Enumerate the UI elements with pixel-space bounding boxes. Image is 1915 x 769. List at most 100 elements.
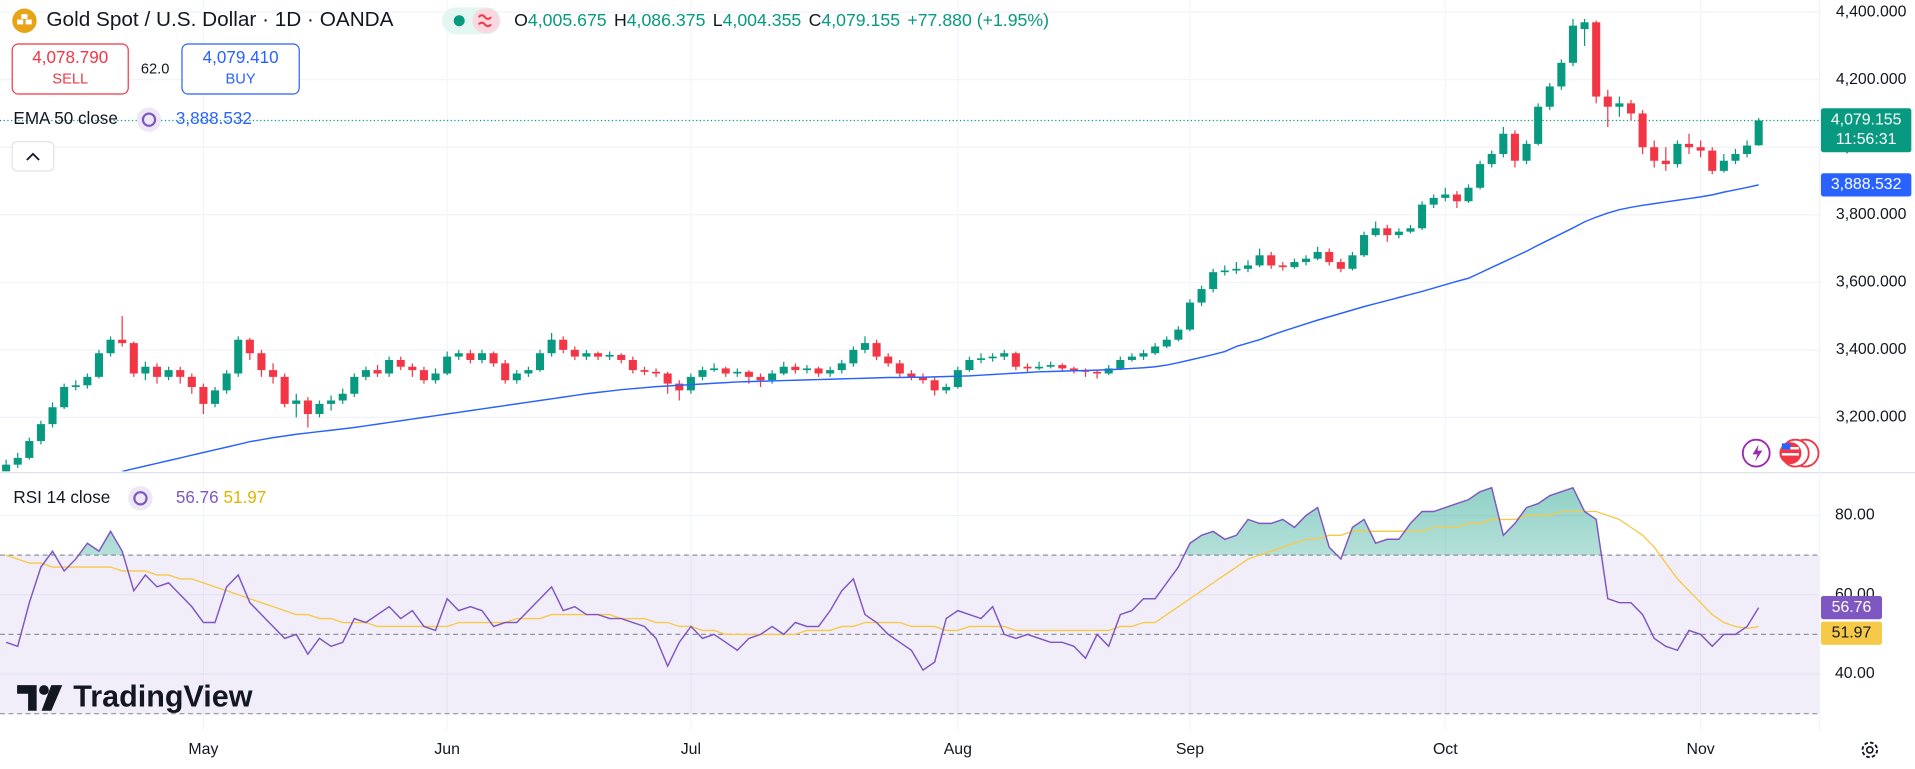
- candle-body: [524, 370, 533, 374]
- candle-body: [1499, 133, 1508, 154]
- candle-body: [1185, 302, 1194, 330]
- candle-body: [1011, 353, 1020, 367]
- y-tick-label: 3,200.000: [1836, 409, 1907, 426]
- candle-body: [1336, 262, 1345, 269]
- candle-body: [431, 373, 440, 381]
- candle-body: [1151, 346, 1160, 354]
- candle-body: [1603, 96, 1612, 107]
- ema-legend-value: 3,888.532: [176, 109, 252, 128]
- event-icons[interactable]: [1741, 438, 1820, 468]
- candle-body: [907, 373, 916, 377]
- candle-body: [269, 370, 278, 377]
- candle-body: [199, 386, 208, 404]
- candle-body: [94, 353, 103, 377]
- candle-body: [1441, 194, 1450, 198]
- candle-body: [512, 373, 521, 381]
- candle-body: [988, 356, 997, 359]
- candle-body: [1545, 86, 1554, 107]
- sell-button[interactable]: 4,078.790 SELL: [11, 43, 129, 95]
- candle-body: [1232, 268, 1241, 271]
- candle-body: [1069, 368, 1078, 371]
- candle-body: [791, 366, 800, 371]
- watermark-logo: [17, 685, 63, 711]
- candle-body: [675, 383, 684, 391]
- candle-body: [1685, 143, 1694, 148]
- ema-price-label: 3,888.532: [1831, 176, 1902, 193]
- candle-body: [1046, 365, 1055, 367]
- candle-body: [1510, 133, 1519, 161]
- candle-body: [1278, 265, 1287, 268]
- x-tick-label: Jul: [681, 741, 701, 758]
- candle-body: [721, 368, 730, 374]
- candle-body: [222, 373, 231, 391]
- candle-body: [1534, 106, 1543, 144]
- candle-body: [1580, 22, 1589, 30]
- status-badge: [442, 7, 501, 35]
- x-tick-label: Nov: [1687, 741, 1715, 758]
- candle-body: [1301, 258, 1311, 263]
- candle-body: [1313, 251, 1322, 259]
- candle-body: [245, 339, 254, 354]
- candle-body: [779, 366, 788, 374]
- symbol-icon: [12, 8, 37, 33]
- candle-body: [953, 370, 962, 387]
- candle-body: [1197, 289, 1206, 303]
- candle-body: [164, 370, 173, 377]
- candle-body: [1452, 194, 1461, 202]
- candle-body: [1104, 368, 1113, 374]
- ema-settings-icon[interactable]: [136, 107, 162, 132]
- candle-body: [1743, 145, 1752, 154]
- y-tick-label: 3,400.000: [1836, 341, 1907, 358]
- candle-body: [930, 380, 939, 391]
- candle-body: [977, 358, 986, 360]
- candle-body: [1348, 255, 1357, 269]
- candle-body: [582, 353, 591, 357]
- candle-body: [361, 370, 370, 377]
- candle-body: [466, 353, 475, 360]
- y-tick-label: 3,600.000: [1836, 273, 1907, 290]
- sell-label: SELL: [52, 71, 88, 87]
- last-price-label: 4,079.155: [1831, 112, 1902, 129]
- candle-body: [292, 400, 301, 404]
- candle-body: [419, 370, 428, 381]
- candle-body: [1058, 365, 1067, 369]
- settings-gear[interactable]: [1861, 741, 1879, 759]
- candle-body: [13, 457, 22, 465]
- axis-layer: 3,200.000 3,400.000 3,600.000 3,800.000 4,00…: [188, 3, 1912, 758]
- x-tick-label: May: [188, 741, 218, 758]
- collapse-button[interactable]: [11, 141, 55, 172]
- ema-price-label-box: [1820, 173, 1912, 197]
- candle-body: [1731, 153, 1740, 161]
- candle-body: [559, 339, 568, 350]
- candle-body: [640, 370, 649, 372]
- candle-body: [1000, 353, 1009, 357]
- candle-body: [118, 339, 127, 344]
- ohlc-value: 4,004.355: [723, 9, 802, 29]
- candle-body: [1754, 120, 1763, 146]
- buy-button[interactable]: 4,079.410 BUY: [181, 43, 300, 95]
- candle-body: [1220, 270, 1229, 273]
- candle-body: [547, 339, 556, 354]
- candle-body: [733, 371, 742, 374]
- candle-body: [25, 441, 34, 458]
- candle-body: [1139, 353, 1148, 357]
- candle-body: [1406, 228, 1415, 232]
- buy-price: 4,079.410: [203, 48, 279, 67]
- ohlc-name: O: [514, 9, 528, 29]
- candle-body: [1476, 164, 1485, 188]
- candle-body: [884, 356, 893, 364]
- candle-body: [1127, 356, 1136, 360]
- candle-body: [280, 376, 289, 404]
- candle-body: [1290, 262, 1299, 268]
- x-tick-label: Aug: [944, 741, 972, 758]
- watermark: TradingView: [73, 680, 252, 714]
- candle-body: [965, 359, 974, 371]
- candle-body: [1093, 371, 1102, 374]
- candle-body: [1243, 265, 1253, 269]
- candle-body: [768, 373, 777, 381]
- candle-body: [129, 343, 138, 374]
- rsi-settings-icon[interactable]: [128, 486, 153, 511]
- x-tick-label: Oct: [1433, 741, 1458, 758]
- candle-body: [1487, 153, 1496, 165]
